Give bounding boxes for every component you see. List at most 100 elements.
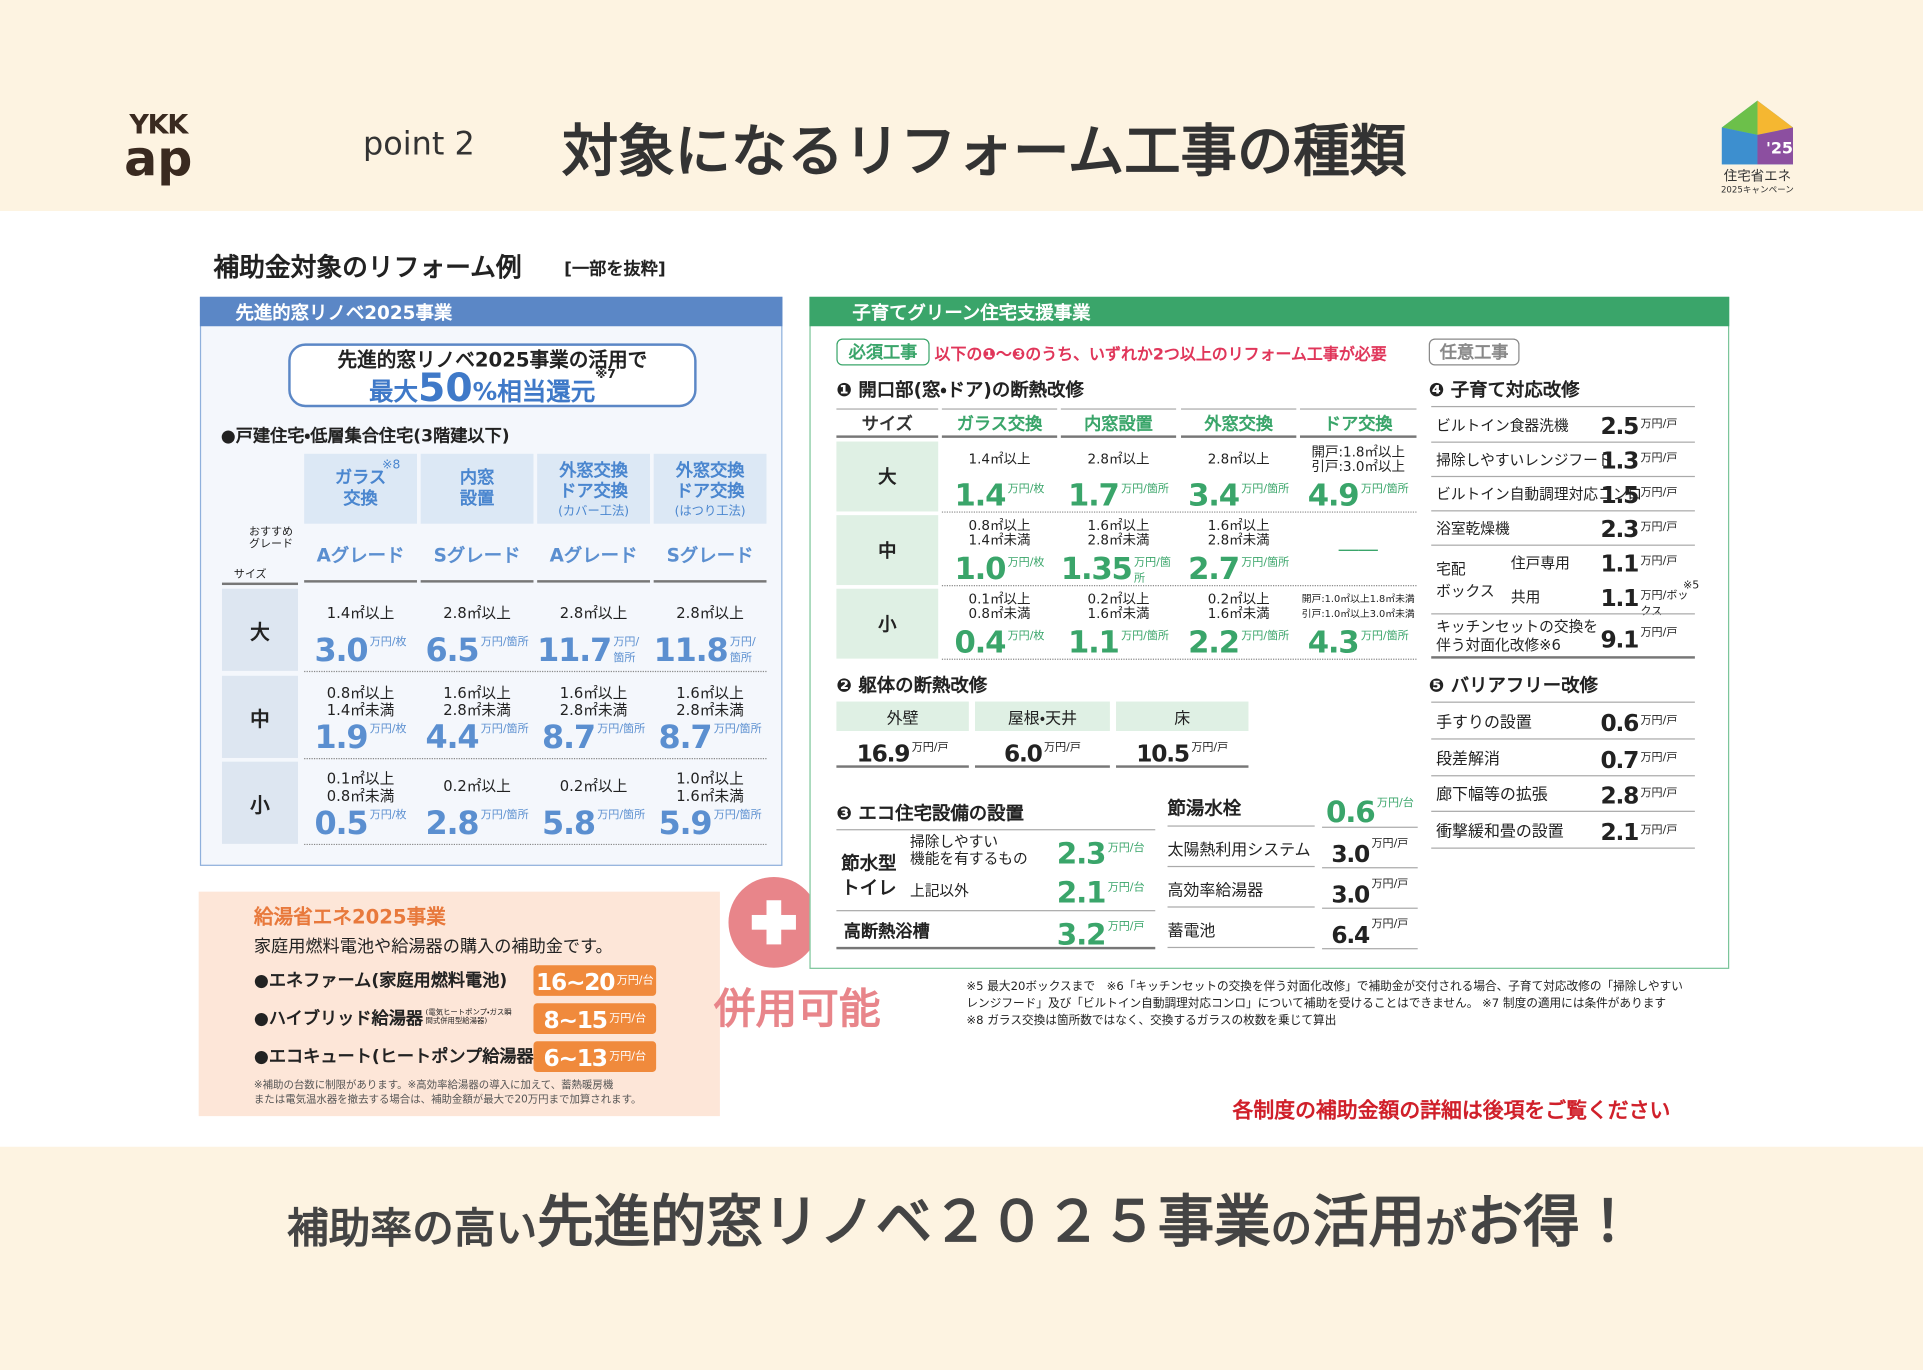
opening-amount: 2.2 万円/箇所 xyxy=(1181,622,1296,658)
hot-water-amount: 8~15 万円/台 xyxy=(533,1005,656,1033)
column-name: 交換 xyxy=(343,488,378,509)
column-name: 内窓 xyxy=(459,467,495,488)
callout-frame xyxy=(288,343,697,408)
grade-label: Aグレード xyxy=(304,530,417,583)
opening-amount: 2.7 万円/箇所 xyxy=(1181,548,1296,584)
window-amount: 0.5 万円/枚 xyxy=(304,801,417,840)
item-amount: 2.8 万円/戸 xyxy=(1600,779,1696,808)
amount: 10.5 xyxy=(1136,740,1190,768)
unit: 万円/戸 xyxy=(1640,715,1678,728)
item-name: 廊下幅等の拡張 xyxy=(1436,786,1548,805)
amount: 3.0 xyxy=(1331,881,1370,909)
callout-note: ※7 xyxy=(595,367,616,382)
optional-tag: 任意工事 xyxy=(1428,338,1520,366)
amount: 8.7 xyxy=(658,719,713,757)
row-border xyxy=(1431,405,1695,408)
row-border xyxy=(1431,810,1695,812)
amount: 1.1 xyxy=(1600,550,1639,578)
size-label: 大 xyxy=(836,441,939,512)
amount: 1.0 xyxy=(954,550,1007,587)
item-name: 衝撃緩和畳の設置 xyxy=(1436,822,1564,841)
row-divider xyxy=(304,843,767,846)
unit: 万円/箇所 xyxy=(713,809,762,822)
panel-title: 給湯省エネ2025事業 xyxy=(253,905,446,929)
column-header: ガラス交換 xyxy=(941,408,1058,438)
unit: 万円/箇所 xyxy=(1121,483,1169,496)
hot-water-amount-box xyxy=(533,1003,657,1034)
item-amount: 1.3 万円/戸 xyxy=(1600,444,1696,473)
logo: YKK xyxy=(129,109,188,141)
column-name: 外窓交換 xyxy=(559,460,628,481)
bath-divider xyxy=(836,910,1156,912)
unit: 万円/戸 xyxy=(1640,751,1678,764)
eco-left-table xyxy=(836,829,1156,950)
row-divider xyxy=(941,585,1417,587)
size-range: 0.2㎡以上 xyxy=(1087,591,1150,608)
unit: 万円/戸 xyxy=(1371,918,1409,931)
row-border xyxy=(1431,475,1695,478)
amount: 3.0 xyxy=(1331,841,1370,869)
hot-water-item: ●エネファーム(家庭用燃料電池) xyxy=(253,971,508,992)
size-range: 1.6㎡以上 xyxy=(1207,517,1270,534)
column-name: ドア交換 xyxy=(559,481,628,502)
row-border xyxy=(1431,656,1695,659)
cell-border xyxy=(836,731,969,768)
item-name: キッチンセットの交換を xyxy=(1436,618,1599,636)
size-label: 中 xyxy=(221,675,299,758)
amount: 4.9 xyxy=(1307,477,1360,513)
unit: 万円/箇所 xyxy=(597,723,646,736)
unit: 万円/戸 xyxy=(1640,452,1678,465)
row-border xyxy=(1431,510,1695,512)
amount: 2.1 xyxy=(1056,875,1107,911)
grade-label: Sグレード xyxy=(653,530,767,583)
footnote: ※5 最大20ボックスまで ※6「キッチンセットの交換を伴う対面化改修」で補助金… xyxy=(966,979,1683,994)
requirement-text: 以下の❶～❸のうち、いずれか2つ以上のリフォーム工事が必要 xyxy=(934,345,1387,364)
amount: 2.3 xyxy=(1600,516,1639,544)
item-name: 床 xyxy=(1116,701,1249,731)
footnote: または電気温水器を撤去する場合は、補助金額が最大で20万円まで加算されます。 xyxy=(253,1094,642,1107)
unit: 万円/台 xyxy=(609,1051,647,1064)
unit: 万円/台 xyxy=(1107,842,1145,855)
panel-title: 子育てグリーン住宅支援事業 xyxy=(852,301,1091,324)
combine-label: 併用可能 xyxy=(713,984,881,1034)
footnote: レンジフード」及び「ビルトイン自動調理対応コンロ」について補助を受けることはでき… xyxy=(966,997,1667,1011)
section-note: [一部を抜粋] xyxy=(564,260,666,280)
unit: 万円/箇所 xyxy=(1241,483,1290,496)
size-range: 1.6㎡以上 xyxy=(676,683,744,701)
amount: 8~15 xyxy=(543,1006,608,1034)
size-range: 1.0㎡以上 xyxy=(676,769,744,787)
cell-border xyxy=(1322,867,1418,869)
size-range: 0.1㎡以上 xyxy=(968,591,1031,608)
size-range: 1.6㎡以上 xyxy=(443,683,511,701)
amount: 6.0 xyxy=(1003,740,1043,768)
item-name: 外壁 xyxy=(836,701,969,731)
amount: 0.5 xyxy=(314,805,368,843)
unit: 万円/箇所 xyxy=(1134,556,1171,586)
size-range: 引戸:3.0㎡以上 xyxy=(1311,458,1405,475)
column-header xyxy=(304,453,417,524)
column-header: サイズ xyxy=(836,408,939,438)
item-name: 太陽熱利用システム xyxy=(1167,829,1315,868)
required-tag: 必須工事 xyxy=(836,338,930,366)
hot-water-item: ●ハイブリッド給湯器 xyxy=(253,1009,424,1030)
item-name: 宅配 xyxy=(1436,559,1466,578)
size-range: 2.8㎡未満 xyxy=(676,700,744,719)
item-name: 屋根・天井 xyxy=(974,701,1110,731)
toilet-label: 節水型 xyxy=(841,851,897,874)
unit: 万円/箇所 xyxy=(480,809,529,822)
size-range: 開戸:1.8㎡以上 xyxy=(1311,443,1405,460)
amount: 11.8 xyxy=(653,632,729,670)
hot-water-note: (電気ヒートポンプ・ガス瞬間式併用型給湯器) xyxy=(425,1008,512,1026)
size-range: 2.8㎡未満 xyxy=(1207,532,1270,549)
banner-text: 補助率の高い xyxy=(286,1204,538,1254)
banner-text: の xyxy=(1270,1204,1313,1254)
window-amount: 3.0 万円/枚 xyxy=(304,628,417,667)
amount: 0.4 xyxy=(954,624,1007,660)
amount: 4.3 xyxy=(1307,624,1360,660)
row-divider xyxy=(304,670,767,673)
hot-water-item: ●エコキュート(ヒートポンプ給湯器) xyxy=(253,1047,542,1068)
row-divider xyxy=(941,658,1417,660)
column-header: 外窓交換 xyxy=(1181,408,1297,438)
banner: 補助率の高い 先進的窓リノベ２０２５事業の活用がお得！ xyxy=(0,1171,1923,1249)
